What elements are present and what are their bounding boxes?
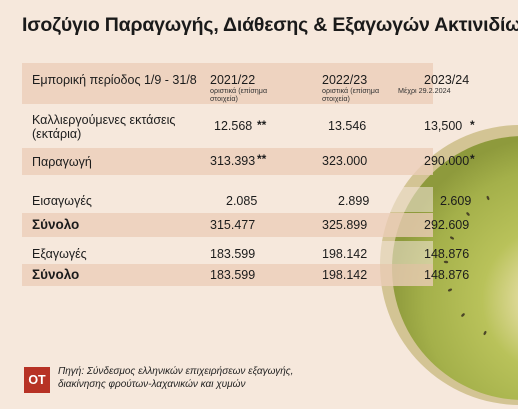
col2-note: οριστικά (επίσημα στοιχεία) <box>322 86 380 103</box>
table-header-row: Εμπορική περίοδος 1/9 - 31/8 2021/22 ορι… <box>22 63 469 104</box>
table-row-total-1: Σύνολο 315.477 325.899 292.609 <box>22 213 469 237</box>
exports-value-2022: 198.142 <box>322 247 368 261</box>
area-value-2023: 13,500 <box>424 119 463 133</box>
period-label: Εμπορική περίοδος 1/9 - 31/8 <box>32 73 197 87</box>
area-value-2021: 12.568 <box>214 119 253 133</box>
exports-value-2021: 183.599 <box>210 247 256 261</box>
total2-label: Σύνολο <box>32 267 80 282</box>
area-label: Καλλιεργούμενες εκτάσεις (εκτάρια) <box>32 113 176 141</box>
col1-note: οριστικά (επίσημα στοιχεία) <box>210 86 268 103</box>
col3-note: Μέχρι 29.2.2024 <box>398 86 451 95</box>
total2-value-2022: 198.142 <box>322 268 368 282</box>
production-mark-2023: * <box>470 152 475 166</box>
source-line-2: διακίνησης φρούτων-λαχανικών και χυμών <box>58 378 246 390</box>
source-note: Πηγή: Σύνδεσμος ελληνικών επιχειρήσεων ε… <box>58 366 328 391</box>
total2-value-2023: 148.876 <box>424 268 470 282</box>
exports-value-2023: 148.876 <box>424 247 470 261</box>
area-mark-2021: ** <box>257 118 267 132</box>
table-row-exports: Εξαγωγές 183.599 198.142 148.876 <box>22 241 469 264</box>
production-value-2022: 323.000 <box>322 154 368 168</box>
source-line-1: Πηγή: Σύνδεσμος ελληνικών επιχειρήσεων ε… <box>58 366 294 377</box>
page-title: Ισοζύγιο Παραγωγής, Διάθεσης & Εξαγωγών … <box>22 14 518 36</box>
area-mark-2023: * <box>470 118 475 132</box>
table-row-imports: Εισαγωγές 2.085 2.899 2.609 <box>22 187 471 212</box>
table-row-area: Καλλιεργούμενες εκτάσεις (εκτάρια) 12.56… <box>22 108 475 146</box>
table-row-production: Παραγωγή 313.393 ** 323.000 290.000 * <box>22 148 475 175</box>
production-mark-2021: ** <box>257 152 267 166</box>
production-value-2023: 290.000 <box>424 154 470 168</box>
imports-value-2021: 2.085 <box>226 194 258 208</box>
total1-label: Σύνολο <box>32 217 80 232</box>
total2-value-2021: 183.599 <box>210 268 256 282</box>
total1-value-2021: 315.477 <box>210 218 256 232</box>
ot-logo: ΟΤ <box>24 367 50 393</box>
area-value-2022: 13.546 <box>328 119 367 133</box>
total1-value-2023: 292.609 <box>424 218 470 232</box>
imports-label: Εισαγωγές <box>32 194 92 208</box>
imports-value-2023: 2.609 <box>440 194 472 208</box>
table-row-total-2: Σύνολο 183.599 198.142 148.876 <box>22 264 469 286</box>
imports-value-2022: 2.899 <box>338 194 370 208</box>
total1-value-2022: 325.899 <box>322 218 368 232</box>
production-value-2021: 313.393 <box>210 154 256 168</box>
production-label: Παραγωγή <box>32 155 92 169</box>
col3-year: 2023/24 <box>424 73 470 87</box>
col2-year: 2022/23 <box>322 73 368 87</box>
exports-label: Εξαγωγές <box>32 247 87 261</box>
col1-year: 2021/22 <box>210 73 256 87</box>
